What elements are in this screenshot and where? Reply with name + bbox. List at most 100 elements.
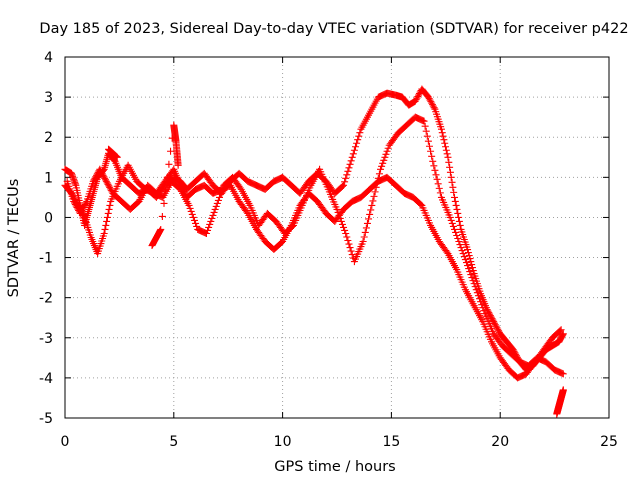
x-axis-label: GPS time / hours: [274, 459, 395, 475]
data-point: [71, 200, 79, 208]
data-point: [432, 171, 440, 179]
data-point: [451, 193, 459, 201]
data-point: [344, 237, 352, 245]
data-point: [473, 289, 481, 297]
data-point: [465, 252, 473, 260]
data-point: [468, 261, 476, 269]
data-point: [103, 179, 111, 187]
data-point: [371, 188, 379, 196]
data-point: [420, 117, 428, 125]
data-point: [445, 158, 453, 166]
series-trace-d: [105, 121, 567, 418]
data-point: [428, 99, 436, 107]
data-point: [102, 176, 110, 184]
data-point: [165, 160, 173, 168]
data-point: [193, 222, 201, 230]
data-point: [423, 132, 431, 140]
data-point: [443, 248, 451, 256]
x-tick-label: 0: [61, 434, 70, 450]
y-tick-label: -2: [39, 291, 53, 307]
y-tick-label: 4: [44, 50, 53, 66]
data-point: [468, 274, 476, 282]
data-point: [82, 199, 90, 207]
data-point: [369, 197, 377, 205]
data-point: [478, 301, 486, 309]
data-point: [370, 192, 378, 200]
data-point: [100, 229, 108, 237]
data-point: [351, 143, 359, 151]
data-point: [425, 142, 433, 150]
data-point: [79, 203, 87, 211]
data-point: [102, 221, 110, 229]
y-tick-label: 3: [44, 90, 53, 106]
data-point: [412, 96, 420, 104]
data-point: [446, 163, 454, 171]
data-point: [446, 213, 454, 221]
data-point: [487, 313, 495, 321]
data-point: [559, 330, 567, 338]
y-tick-label: -4: [39, 371, 53, 387]
data-point: [356, 129, 364, 137]
data-point: [340, 223, 348, 231]
data-point: [189, 213, 197, 221]
data-point: [429, 157, 437, 165]
data-point: [72, 202, 80, 210]
data-point: [380, 156, 388, 164]
data-point: [208, 214, 216, 222]
data-point: [104, 209, 112, 217]
data-point: [438, 129, 446, 137]
data-point: [454, 235, 462, 243]
data-point: [414, 93, 422, 101]
data-point: [557, 326, 565, 334]
data-point: [160, 199, 168, 207]
x-tick-label: 15: [382, 434, 400, 450]
data-point: [452, 228, 460, 236]
data-point: [70, 197, 78, 205]
data-point: [456, 241, 464, 249]
data-point: [476, 295, 484, 303]
data-point: [105, 205, 113, 213]
data-point: [214, 196, 222, 204]
data-point: [453, 205, 461, 213]
data-point: [367, 206, 375, 214]
data-point: [107, 186, 115, 194]
data-point: [427, 98, 435, 106]
data-point: [180, 187, 188, 195]
data-point: [80, 202, 88, 210]
data-point: [91, 174, 99, 182]
data-point: [421, 122, 429, 130]
y-tick-label: 1: [44, 170, 53, 186]
data-point: [383, 147, 391, 155]
data-point: [347, 157, 355, 165]
data-point: [355, 132, 363, 140]
data-point: [342, 174, 350, 182]
data-point: [349, 150, 357, 158]
x-tick-label: 25: [600, 434, 618, 450]
data-point: [485, 309, 493, 317]
data-point: [97, 167, 105, 175]
data-point: [362, 224, 370, 232]
data-point: [477, 298, 485, 306]
data-point: [384, 144, 392, 152]
data-point: [100, 173, 108, 181]
data-point: [354, 136, 362, 144]
data-point: [433, 175, 441, 183]
data-point: [468, 264, 476, 272]
data-point: [93, 171, 101, 179]
data-point: [348, 153, 356, 161]
data-point: [361, 228, 369, 236]
data-point: [452, 201, 460, 209]
data-point: [493, 324, 501, 332]
data-point: [344, 167, 352, 175]
data-point: [435, 184, 443, 192]
data-point: [424, 137, 432, 145]
data-point: [213, 199, 221, 207]
data-point: [209, 211, 217, 219]
data-point: [442, 146, 450, 154]
data-point: [422, 127, 430, 135]
data-point: [467, 271, 475, 279]
data-point: [464, 246, 472, 254]
data-point: [479, 304, 487, 312]
data-point: [204, 226, 212, 234]
